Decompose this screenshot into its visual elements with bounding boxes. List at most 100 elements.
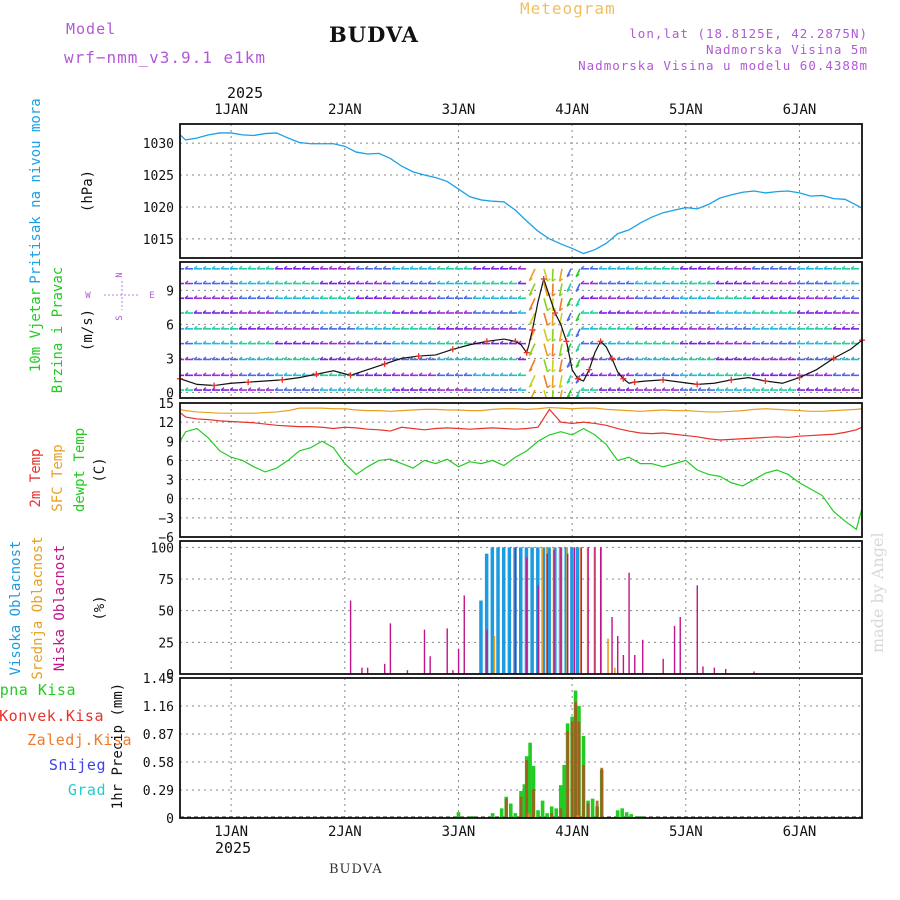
- wind-arrow-head: [391, 280, 396, 285]
- wind-arrow-head: [769, 325, 774, 330]
- wind-arrow-head: [247, 325, 252, 330]
- y-tick-label: 15: [158, 397, 174, 412]
- wind-arrow-head: [220, 372, 225, 376]
- y-tick-label: 6: [166, 454, 174, 469]
- wind-arrow-head: [796, 356, 801, 360]
- ylabel-wind-unit: (m/s): [80, 309, 96, 351]
- wind-arrow-head: [823, 295, 828, 299]
- cloud-bar-low: [546, 553, 548, 674]
- wind-arrow-head: [575, 273, 580, 278]
- y-tick-label: 0.87: [143, 728, 174, 743]
- precip-bar-conv: [532, 789, 535, 818]
- wind-arrow-head: [751, 387, 756, 391]
- wind-arrow-head: [769, 295, 774, 299]
- wind-arrow-head: [724, 280, 729, 285]
- cloud-bar-high: [479, 600, 483, 674]
- wind-arrow-head: [319, 325, 324, 330]
- wind-arrow-head: [391, 372, 396, 376]
- wind-arrow-head: [292, 295, 297, 299]
- wind-arrow-head: [292, 310, 297, 314]
- wind-arrow-head: [400, 310, 405, 314]
- wind-arrow-head: [661, 387, 666, 391]
- wind-arrow-head: [301, 387, 306, 391]
- wind-arrow-head: [580, 356, 585, 360]
- wind-arrow-head: [247, 340, 252, 345]
- wind-arrow-head: [472, 280, 477, 285]
- precip-bar-conv: [566, 731, 570, 818]
- wind-arrow-head: [364, 295, 369, 299]
- wind-arrow-head: [454, 340, 459, 345]
- wind-arrow-head: [850, 280, 855, 285]
- wind-arrow-head: [301, 325, 306, 330]
- cloud-bar-low: [384, 663, 386, 674]
- precip-bar-conv: [525, 760, 529, 818]
- header-model-value: wrf−nmm_v3.9.1 e1km: [64, 48, 267, 67]
- y-tick-label: 1015: [143, 233, 174, 248]
- wind-arrow-head: [454, 310, 459, 314]
- wind-arrow-head: [373, 387, 378, 391]
- y-tick-label: 1020: [143, 201, 174, 216]
- wind-arrow-head: [301, 340, 306, 345]
- wind-arrow-head: [400, 280, 405, 285]
- wind-arrow: [551, 390, 554, 398]
- wind-arrow-head: [787, 356, 792, 360]
- wind-arrow-head: [418, 340, 423, 345]
- wind-arrow-head: [427, 387, 432, 391]
- wind-arrow: [543, 389, 548, 398]
- wind-arrow-head: [391, 265, 396, 270]
- precip-bar-total: [456, 812, 461, 818]
- wind-arrow-head: [850, 372, 855, 376]
- wind-arrow-head: [418, 325, 423, 330]
- wind-arrow-head: [733, 325, 738, 330]
- precip-legend-4: Grad: [68, 781, 106, 799]
- wind-arrow-head: [247, 310, 252, 314]
- wind-arrow-head: [418, 372, 423, 376]
- wind-arrow-head: [400, 387, 405, 391]
- wind-arrow-head: [256, 310, 261, 314]
- wind-arrow-head: [589, 295, 594, 299]
- wind-arrow-head: [625, 265, 630, 270]
- wind-arrow-head: [724, 310, 729, 314]
- cloud-bar-low: [537, 585, 539, 674]
- wind-arrow-head: [607, 372, 612, 376]
- wind-arrow-head: [176, 341, 179, 344]
- wind-arrow-head: [193, 310, 198, 314]
- wind-arrow-head: [850, 387, 855, 391]
- wind-arrow-head: [643, 295, 648, 299]
- wind-arrow-head: [589, 310, 594, 314]
- wind-arrow-head: [472, 372, 477, 376]
- wind-arrow-head: [688, 356, 693, 360]
- wind-arrow-head: [634, 280, 639, 285]
- wind-arrow-head: [823, 387, 828, 391]
- wind-arrow-head: [742, 387, 747, 391]
- x-tick-label-top: 2JAN: [328, 102, 362, 118]
- wind-arrow-head: [787, 280, 792, 285]
- y-tick-label: 25: [158, 636, 174, 651]
- wind-arrow-head: [481, 325, 486, 330]
- header-meteogram: Meteogram: [520, 0, 616, 18]
- cloud-bar-low: [406, 670, 409, 674]
- wind-arrow-head: [238, 340, 243, 345]
- wind-arrow-head: [552, 338, 556, 342]
- wind-arrow-head: [391, 340, 396, 345]
- wind-arrow-head: [283, 356, 288, 360]
- wind-arrow-head: [850, 265, 855, 270]
- wind-arrow-head: [598, 265, 603, 270]
- wind-arrow-head: [760, 265, 765, 270]
- wind-arrow-head: [679, 325, 684, 330]
- precip-legend-0: Ukupna Kisa: [0, 681, 76, 699]
- wind-arrow-head: [652, 295, 657, 299]
- y-tick-label: −3: [158, 512, 174, 527]
- wind-arrow-head: [346, 325, 351, 330]
- cloud-bar-low: [361, 667, 363, 674]
- wind-arrow-head: [559, 307, 563, 312]
- wind-arrow-head: [841, 340, 846, 345]
- cloud-bar-low: [662, 658, 664, 674]
- wind-arrow-head: [184, 340, 189, 345]
- wind-arrow-head: [566, 273, 571, 278]
- wind-arrow-head: [220, 356, 225, 360]
- wind-arrow-head: [634, 310, 639, 314]
- precip-bar-total: [490, 813, 495, 818]
- cloud-bar-low: [679, 617, 681, 674]
- wind-arrow-head: [652, 280, 657, 285]
